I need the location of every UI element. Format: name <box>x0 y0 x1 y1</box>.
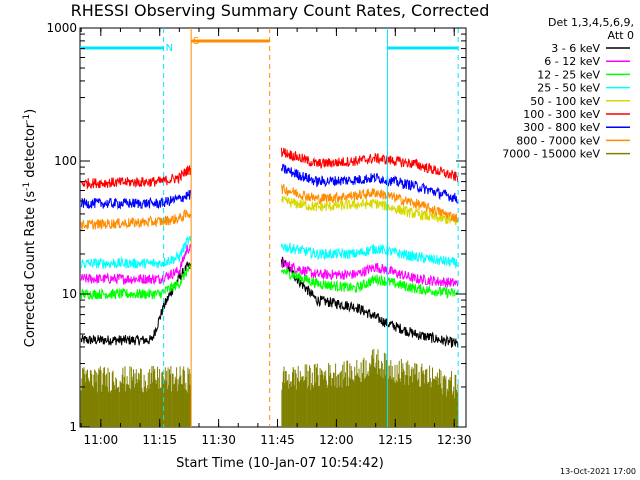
chart-title: RHESSI Observing Summary Count Rates, Co… <box>71 1 490 20</box>
x-tick-label: 11:45 <box>260 433 295 447</box>
legend-entry-label: 3 - 6 keV <box>551 42 600 55</box>
legend-header-detectors: Det 1,3,4,5,6,9, <box>548 16 634 29</box>
legend-entry-label: 6 - 12 keV <box>544 55 600 68</box>
y-tick-label: 10 <box>62 287 77 301</box>
legend-entry-label: 25 - 50 keV <box>537 82 600 95</box>
series-line <box>80 163 459 210</box>
annotation-n: N <box>166 43 173 54</box>
x-axis-label: Start Time (10-Jan-07 10:54:42) <box>176 456 384 471</box>
series-line <box>80 147 459 190</box>
series-line <box>80 244 459 288</box>
x-tick-label: 11:00 <box>84 433 119 447</box>
x-axis: 11:00 11:15 11:30 11:45 12:00 12:15 12:30 <box>80 28 472 447</box>
x-tick-label: 12:30 <box>437 433 472 447</box>
x-tick-label: 11:30 <box>201 433 236 447</box>
legend-entry-label: 12 - 25 keV <box>537 68 600 81</box>
annotation-s: S <box>193 36 199 47</box>
series-line <box>80 235 459 270</box>
legend-entry-label: 50 - 100 keV <box>530 95 600 108</box>
legend-entry-label: 7000 - 15000 keV <box>502 148 600 161</box>
x-tick-label: 12:00 <box>319 433 354 447</box>
y-axis-label: Corrected Count Rate (s-1 detector-1) <box>22 109 38 347</box>
x-tick-label: 11:15 <box>142 433 177 447</box>
series-line <box>80 263 459 300</box>
y-axis: 1 10 100 1000 <box>46 21 466 434</box>
legend-header-attenuator: Att 0 <box>608 29 634 42</box>
series-line <box>80 256 459 348</box>
plot-area: NS <box>79 27 467 428</box>
footer-date: 13-Oct-2021 17:00 <box>560 467 636 476</box>
legend-entry-label: 100 - 300 keV <box>523 108 600 121</box>
series-line <box>80 183 459 230</box>
y-tick-label: 100 <box>54 154 77 168</box>
legend-entry-label: 800 - 7000 keV <box>516 134 600 147</box>
series-line <box>280 195 459 226</box>
legend-entry-label: 300 - 800 keV <box>523 121 600 134</box>
x-tick-label: 12:15 <box>378 433 413 447</box>
y-tick-label: 1 <box>69 420 77 434</box>
plot-frame <box>79 27 467 428</box>
y-tick-label: 1000 <box>46 21 77 35</box>
